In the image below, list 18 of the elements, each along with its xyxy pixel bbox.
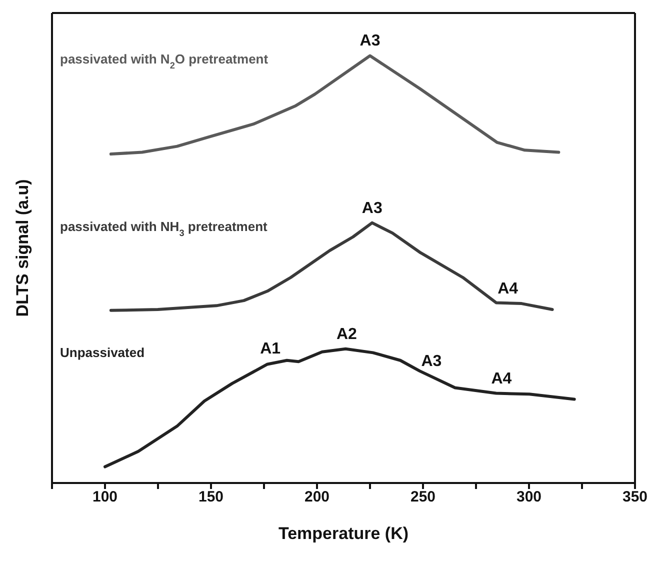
annotation: A3 xyxy=(421,353,442,370)
x-tick-label: 300 xyxy=(516,488,542,506)
text: passivated with N$_{2}$O pretreatment xyxy=(60,52,269,71)
x-tick-label: 200 xyxy=(304,488,330,506)
x-axis-title: Temperature (K) xyxy=(278,524,409,543)
text: passivated with NH$_{3}$ pretreatment xyxy=(60,218,268,238)
annotation: A2 xyxy=(336,326,358,343)
x-tick-label: 100 xyxy=(92,488,118,506)
annotation: A4 xyxy=(498,280,518,298)
x-tick-label: 150 xyxy=(198,488,224,506)
annotation: A1 xyxy=(260,340,281,358)
x-tick-label: 350 xyxy=(622,488,648,506)
y-axis-title: DLTS signal (a.u) xyxy=(13,179,32,317)
annotation: A4 xyxy=(491,370,512,388)
annotation: A3 xyxy=(360,32,380,50)
text: Unpassivated xyxy=(60,344,145,360)
annotation: A3 xyxy=(362,200,382,217)
x-tick-label: 250 xyxy=(410,488,436,506)
